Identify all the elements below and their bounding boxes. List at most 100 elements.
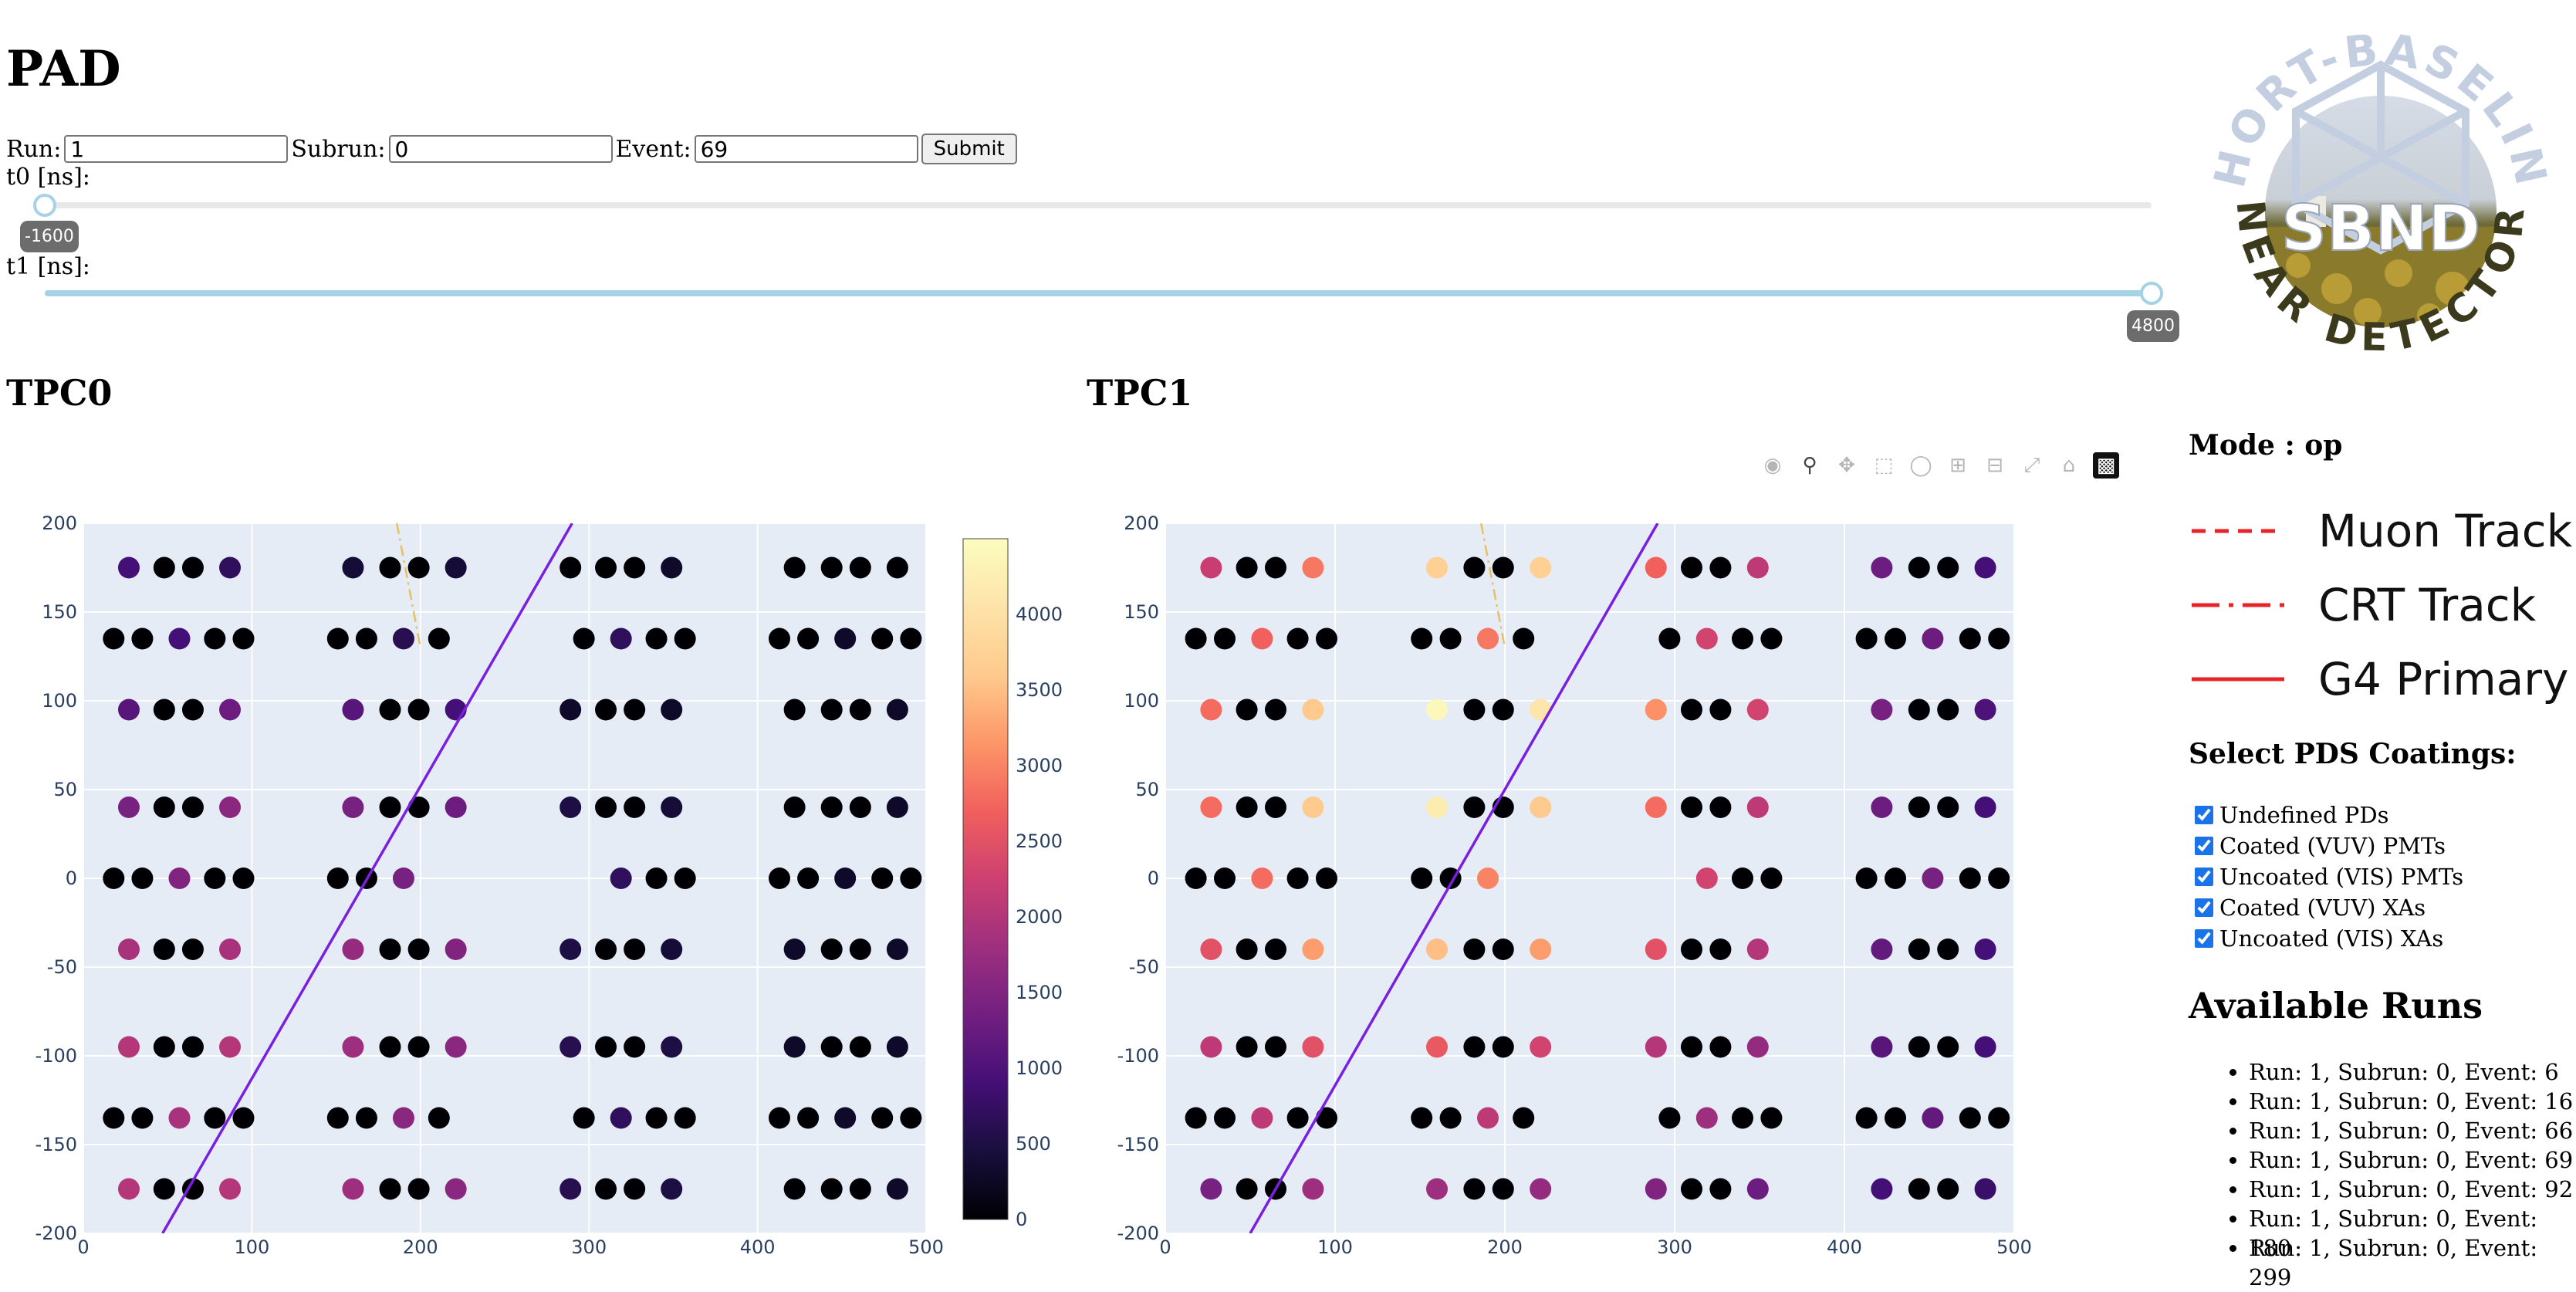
subrun-label: Subrun: (291, 135, 386, 163)
pd-marker (342, 698, 364, 721)
pd-marker (1463, 556, 1486, 579)
pd-marker (1760, 627, 1783, 650)
pd-marker (849, 1036, 871, 1058)
pd-marker (326, 868, 349, 889)
plot-area (103, 523, 922, 1233)
coating-vuv-pmt-checkbox[interactable] (2195, 837, 2213, 855)
zoom-out-icon[interactable]: ⊟ (1986, 454, 2003, 477)
pd-marker (379, 1036, 401, 1058)
pd-marker (1236, 1178, 1258, 1200)
pd-marker (820, 556, 843, 579)
pd-marker (768, 868, 790, 889)
pd-marker (1908, 1036, 1930, 1058)
zoom-icon[interactable]: ⚲ (1802, 454, 1817, 477)
tpc0-plot[interactable]: 0 100 200 300 400 500 -200 -150 -100 -50 0 50 100 150… (0, 502, 1080, 1289)
t1-label: t1 [ns]: (6, 253, 90, 280)
run-item: Run: 1, Subrun: 0, Event: 66 (2249, 1116, 2576, 1145)
pd-marker (624, 1036, 646, 1058)
y-tick-label: -50 (1129, 956, 1159, 978)
zoom-in-icon[interactable]: ⊞ (1949, 454, 1966, 477)
event-form: Run: Subrun: Event: Submit (6, 131, 1017, 167)
event-input[interactable] (694, 135, 918, 163)
pd-marker (595, 698, 617, 721)
lasso-icon[interactable]: ◯ (1909, 454, 1932, 477)
pd-marker (445, 939, 467, 960)
run-input[interactable] (64, 135, 289, 163)
pd-marker (1439, 627, 1462, 650)
pd-marker (1658, 1107, 1681, 1129)
pd-marker (1746, 556, 1769, 579)
pd-marker (1316, 627, 1337, 650)
plotly-logo-icon[interactable]: ▩ (2093, 452, 2119, 479)
pd-marker (219, 1178, 242, 1200)
pd-marker (1871, 1178, 1893, 1200)
pd-marker (1681, 1036, 1702, 1058)
colorbar-tick-label: 500 (1016, 1133, 1051, 1155)
pd-marker (392, 1107, 414, 1129)
pd-marker (445, 797, 467, 818)
legend-muon-label: Muon Track (2318, 505, 2573, 557)
track-legend: Muon Track CRT Track G4 Primary (2189, 494, 2572, 716)
pd-marker (181, 1178, 204, 1200)
tpc0-plot-svg[interactable]: 0 100 200 300 400 500 -200 -150 -100 -50 0 50 100 150… (0, 502, 1080, 1289)
pd-marker (326, 1107, 349, 1129)
pd-marker (1236, 698, 1258, 721)
pd-marker (1937, 1036, 1959, 1058)
pd-marker (1286, 1107, 1309, 1129)
pd-marker (1426, 556, 1448, 579)
colorbar-tick-label: 2500 (1016, 830, 1063, 852)
pd-marker (871, 868, 894, 889)
pd-marker (886, 1178, 908, 1200)
pd-marker (117, 797, 140, 818)
tpc1-plot-svg[interactable]: 0 100 200 300 400 500 -200 -150 -100 -50 0 50 100 150… (1080, 502, 2184, 1289)
pd-marker (834, 627, 857, 650)
legend-crt-line (2192, 603, 2284, 607)
pd-marker (1463, 939, 1486, 960)
pd-marker (1974, 556, 1996, 579)
pd-marker (1871, 797, 1893, 818)
pd-marker (559, 1178, 582, 1200)
coating-vis-xa-checkbox[interactable] (2195, 929, 2213, 948)
pd-marker (1286, 868, 1309, 889)
pan-icon[interactable]: ✥ (1838, 454, 1855, 477)
pd-marker (1974, 797, 1996, 818)
pd-marker (1530, 698, 1552, 721)
pd-marker (1885, 1107, 1906, 1129)
pd-marker (849, 1178, 871, 1200)
pd-marker (1988, 1107, 2010, 1129)
pd-marker (1732, 868, 1753, 889)
subrun-input[interactable] (388, 135, 613, 163)
coating-vis-pmt-checkbox[interactable] (2195, 868, 2213, 886)
t1-slider-handle[interactable] (2140, 282, 2163, 305)
legend-crt-track: CRT Track (2189, 568, 2572, 642)
submit-button[interactable]: Submit (921, 134, 1017, 164)
pd-marker (1709, 556, 1732, 579)
x-tick-label: 200 (403, 1236, 438, 1258)
pd-marker (1411, 627, 1433, 650)
box-select-icon[interactable]: ⬚ (1874, 454, 1894, 477)
camera-icon[interactable]: ◉ (1763, 454, 1782, 477)
autoscale-icon[interactable]: ⤢ (2023, 453, 2040, 477)
pd-marker (1185, 868, 1207, 889)
t0-slider-handle[interactable] (33, 194, 56, 217)
tpc1-plot[interactable]: 0 100 200 300 400 500 -200 -150 -100 -50 0 50 100 150… (1080, 502, 2184, 1289)
pd-marker (1316, 868, 1337, 889)
pd-marker (610, 1107, 632, 1129)
t1-slider-rail[interactable] (45, 290, 2152, 296)
pd-marker (445, 1178, 467, 1200)
pd-marker (153, 1036, 175, 1058)
t0-slider-rail[interactable] (45, 202, 2152, 208)
pd-marker (661, 698, 683, 721)
reset-axes-icon[interactable]: ⌂ (2062, 454, 2076, 477)
legend-muon-track: Muon Track (2189, 494, 2572, 568)
coating-undefined-checkbox[interactable] (2195, 806, 2213, 824)
pd-marker (820, 1036, 843, 1058)
coating-vuv-xa-label: Coated (VUV) XAs (2219, 895, 2426, 921)
pd-marker (379, 1178, 401, 1200)
pd-marker (1236, 797, 1258, 818)
pd-marker (1236, 1036, 1258, 1058)
pd-marker (1200, 797, 1222, 818)
legend-muon-line (2192, 529, 2284, 533)
coating-vuv-xa-checkbox[interactable] (2195, 898, 2213, 917)
coating-vis-pmt-label: Uncoated (VIS) PMTs (2219, 864, 2464, 890)
